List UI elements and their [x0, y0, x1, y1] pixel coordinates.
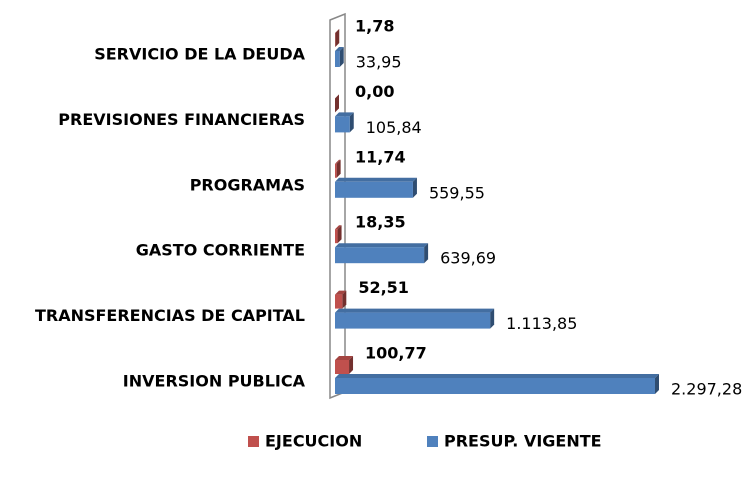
category-label: SERVICIO DE LA DEUDA [94, 45, 305, 64]
bar [335, 247, 425, 264]
value-label: 2.297,28 [671, 380, 742, 399]
bar-side [655, 374, 659, 394]
bar [335, 163, 337, 178]
bar-side [336, 159, 341, 178]
bar-side [342, 290, 347, 309]
bar-side [490, 308, 495, 329]
bar-top [335, 243, 429, 248]
category-label: TRANSFERENCIAS DE CAPITAL [35, 306, 305, 325]
bar [335, 229, 338, 244]
legend-label: PRESUP. VIGENTE [444, 432, 602, 451]
category-label: PREVISIONES FINANCIERAS [58, 110, 305, 129]
legend-label: EJECUCION [265, 432, 362, 451]
bar-side [335, 94, 339, 113]
bar-top [335, 225, 342, 230]
value-label: 1.113,85 [506, 314, 577, 333]
bar-side [349, 356, 354, 374]
bar-side [337, 225, 342, 244]
wall-face [329, 12, 346, 400]
bar-side [412, 177, 417, 198]
value-label: 33,95 [356, 53, 402, 72]
legend-swatch [248, 436, 259, 447]
bar-top [335, 159, 341, 164]
bar [335, 116, 350, 133]
bar-top [335, 374, 659, 378]
category-label: INVERSION PUBLICA [123, 372, 306, 391]
bar-top [335, 47, 344, 51]
bar [335, 378, 655, 394]
value-label: 1,78 [355, 17, 394, 36]
bar [335, 360, 350, 374]
value-label: 18,35 [355, 213, 406, 232]
bar-top [335, 356, 354, 360]
bar-top [335, 112, 354, 117]
bar-side [349, 112, 354, 133]
value-label: 639,69 [440, 249, 496, 268]
bar-top [335, 29, 340, 33]
bar [335, 181, 413, 198]
wall [329, 12, 346, 400]
bar [335, 51, 340, 67]
value-label: 0,00 [355, 82, 394, 101]
value-label: 559,55 [429, 183, 485, 202]
bar-top [335, 177, 417, 182]
value-label: 11,74 [355, 147, 406, 166]
bar-side [339, 47, 344, 67]
category-label: GASTO CORRIENTE [136, 241, 305, 260]
bar-side [424, 243, 429, 264]
category-label: PROGRAMAS [190, 175, 305, 194]
bar-side [335, 29, 340, 47]
bar-top [335, 308, 495, 313]
bar [335, 294, 343, 309]
bar [335, 312, 491, 329]
value-label: 100,77 [365, 344, 427, 363]
value-label: 52,51 [358, 278, 409, 297]
value-label: 105,84 [366, 118, 422, 137]
legend-swatch [427, 436, 438, 447]
bar-top [335, 290, 347, 295]
